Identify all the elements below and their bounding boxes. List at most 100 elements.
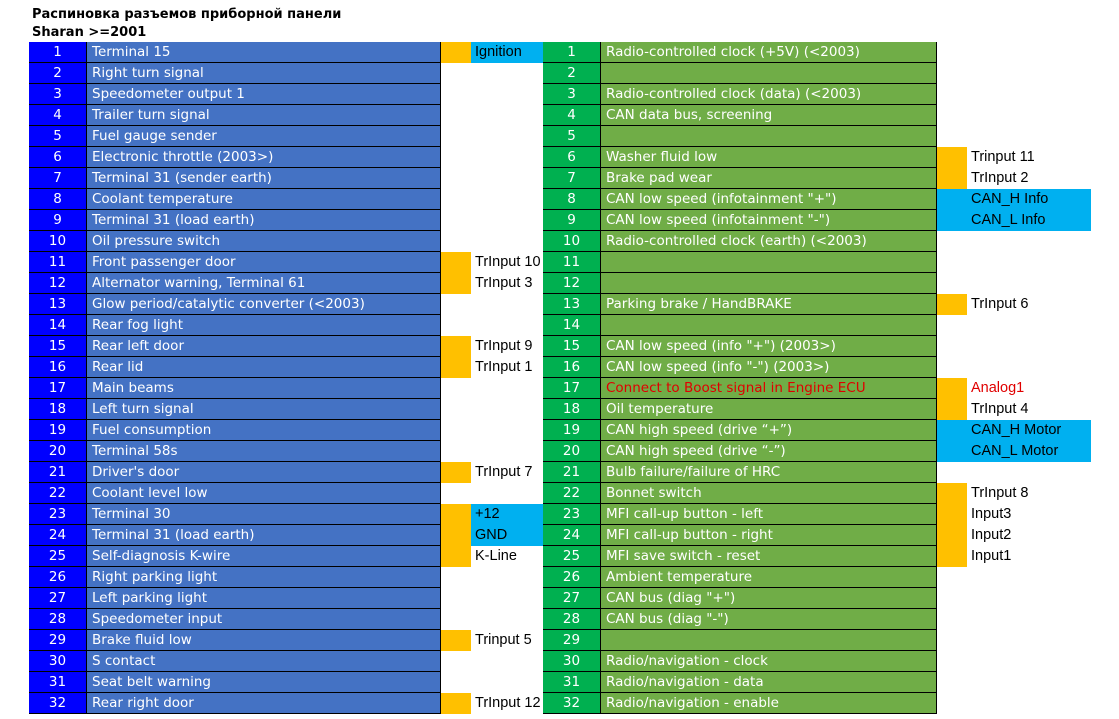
pin-marker [937, 399, 967, 420]
right-pin-row: 10 Radio-controlled clock (earth) (<2003) [543, 231, 1091, 252]
pin-description [601, 630, 937, 651]
pin-marker [937, 651, 967, 672]
pin-mapping-tag: TrInput 7 [475, 464, 533, 480]
right-pin-row: 25 MFI save switch - reset Input1 [543, 546, 1091, 567]
pin-marker [441, 63, 471, 84]
pin-number: 27 [29, 588, 87, 609]
pin-marker [937, 567, 967, 588]
pin-mapping-tag: TrInput 9 [475, 338, 533, 354]
pin-description: Terminal 31 (load earth) [87, 210, 441, 231]
pin-number: 6 [29, 147, 87, 168]
right-pin-row: 9 CAN low speed (infotainment "-") CAN_L I… [543, 210, 1091, 231]
pin-number: 25 [29, 546, 87, 567]
right-pin-row: 1 Radio-controlled clock (+5V) (<2003) [543, 42, 1091, 63]
pin-marker [937, 42, 967, 63]
left-pin-row: 18 Left turn signal [29, 399, 559, 420]
pin-marker [441, 462, 471, 483]
right-pin-row: 19 CAN high speed (drive “+”) CAN_H Motor [543, 420, 1091, 441]
pin-description: Front passenger door [87, 252, 441, 273]
pin-number: 16 [543, 357, 601, 378]
pin-marker [441, 315, 471, 336]
pin-description: Radio-controlled clock (earth) (<2003) [601, 231, 937, 252]
left-pin-row: 25 Self-diagnosis K-wire K-Line [29, 546, 559, 567]
pin-number: 32 [543, 693, 601, 714]
pin-description: Parking brake / HandBRAKE [601, 294, 937, 315]
pin-description: Bulb failure/failure of HRC [601, 462, 937, 483]
pin-description: CAN bus (diag "+") [601, 588, 937, 609]
pin-description: Radio-controlled clock (data) (<2003) [601, 84, 937, 105]
pin-marker [441, 420, 471, 441]
pin-description: Terminal 31 (load earth) [87, 525, 441, 546]
pin-description: CAN low speed (info "+") (2003>) [601, 336, 937, 357]
pin-marker [937, 84, 967, 105]
pin-mapping-tag [967, 357, 1091, 378]
pin-number: 17 [543, 378, 601, 399]
pin-description: Self-diagnosis K-wire [87, 546, 441, 567]
pin-number: 5 [29, 126, 87, 147]
pin-marker [937, 231, 967, 252]
pin-mapping-tag: Trinput 11 [971, 149, 1035, 165]
right-pin-row: 3 Radio-controlled clock (data) (<2003) [543, 84, 1091, 105]
pin-description: Radio-controlled clock (+5V) (<2003) [601, 42, 937, 63]
pin-marker [937, 63, 967, 84]
left-pin-row: 17 Main beams [29, 378, 559, 399]
right-pin-row: 14 [543, 315, 1091, 336]
pin-number: 22 [29, 483, 87, 504]
pin-mapping-tag: Input1 [971, 548, 1012, 564]
pin-description: Brake fluid low [87, 630, 441, 651]
right-pin-row: 4 CAN data bus, screening [543, 105, 1091, 126]
pin-number: 8 [543, 189, 601, 210]
pin-marker [441, 483, 471, 504]
pin-mapping-tag: CAN_L Info [967, 210, 1091, 231]
pin-mapping-tag: GND [471, 525, 559, 546]
pin-marker [441, 588, 471, 609]
pin-description: Radio/navigation - clock [601, 651, 937, 672]
pin-marker [937, 126, 967, 147]
right-pin-row: 7 Brake pad wear TrInput 2 [543, 168, 1091, 189]
left-pin-row: 26 Right parking light [29, 567, 559, 588]
pin-number: 5 [543, 126, 601, 147]
pin-description: Rear fog light [87, 315, 441, 336]
left-pin-row: 23 Terminal 30 +12 [29, 504, 559, 525]
pin-description: Seat belt warning [87, 672, 441, 693]
pin-number: 24 [29, 525, 87, 546]
right-pin-row: 23 MFI call-up button - left Input3 [543, 504, 1091, 525]
pin-marker [441, 378, 471, 399]
left-pin-row: 9 Terminal 31 (load earth) [29, 210, 559, 231]
right-pin-row: 17 Connect to Boost signal in Engine ECU A… [543, 378, 1091, 399]
left-pin-row: 24 Terminal 31 (load earth) GND [29, 525, 559, 546]
pin-marker [937, 672, 967, 693]
right-pin-row: 11 [543, 252, 1091, 273]
pin-number: 18 [29, 399, 87, 420]
pin-marker [937, 441, 967, 462]
pin-description: Radio/navigation - data [601, 672, 937, 693]
pin-mapping-tag [967, 42, 1091, 63]
left-pin-row: 6 Electronic throttle (2003>) [29, 147, 559, 168]
pin-description [601, 252, 937, 273]
pin-number: 30 [543, 651, 601, 672]
pin-description: MFI call-up button - right [601, 525, 937, 546]
pin-mapping-tag: TrInput 2 [971, 170, 1029, 186]
pin-number: 19 [29, 420, 87, 441]
pin-marker [937, 273, 967, 294]
pin-marker [441, 84, 471, 105]
pin-mapping-tag [967, 126, 1091, 147]
pin-number: 28 [29, 609, 87, 630]
left-pin-row: 10 Oil pressure switch [29, 231, 559, 252]
right-pin-row: 20 CAN high speed (drive “-”) CAN_L Motor [543, 441, 1091, 462]
right-pin-row: 6 Washer fluid low Trinput 11 [543, 147, 1091, 168]
right-pin-row: 22 Bonnet switch TrInput 8 [543, 483, 1091, 504]
pin-number: 20 [543, 441, 601, 462]
right-pin-row: 28 CAN bus (diag "-") [543, 609, 1091, 630]
right-pin-row: 2 [543, 63, 1091, 84]
pin-description: Rear left door [87, 336, 441, 357]
right-pin-row: 8 CAN low speed (infotainment "+") CAN_H I… [543, 189, 1091, 210]
left-pin-row: 12 Alternator warning, Terminal 61 TrInput… [29, 273, 559, 294]
pin-number: 15 [543, 336, 601, 357]
pin-mapping-tag: Input2 [971, 527, 1012, 543]
pin-description: Left turn signal [87, 399, 441, 420]
pin-number: 4 [29, 105, 87, 126]
pin-number: 13 [29, 294, 87, 315]
right-pin-row: 31 Radio/navigation - data [543, 672, 1091, 693]
left-pin-row: 16 Rear lid TrInput 1 [29, 357, 559, 378]
